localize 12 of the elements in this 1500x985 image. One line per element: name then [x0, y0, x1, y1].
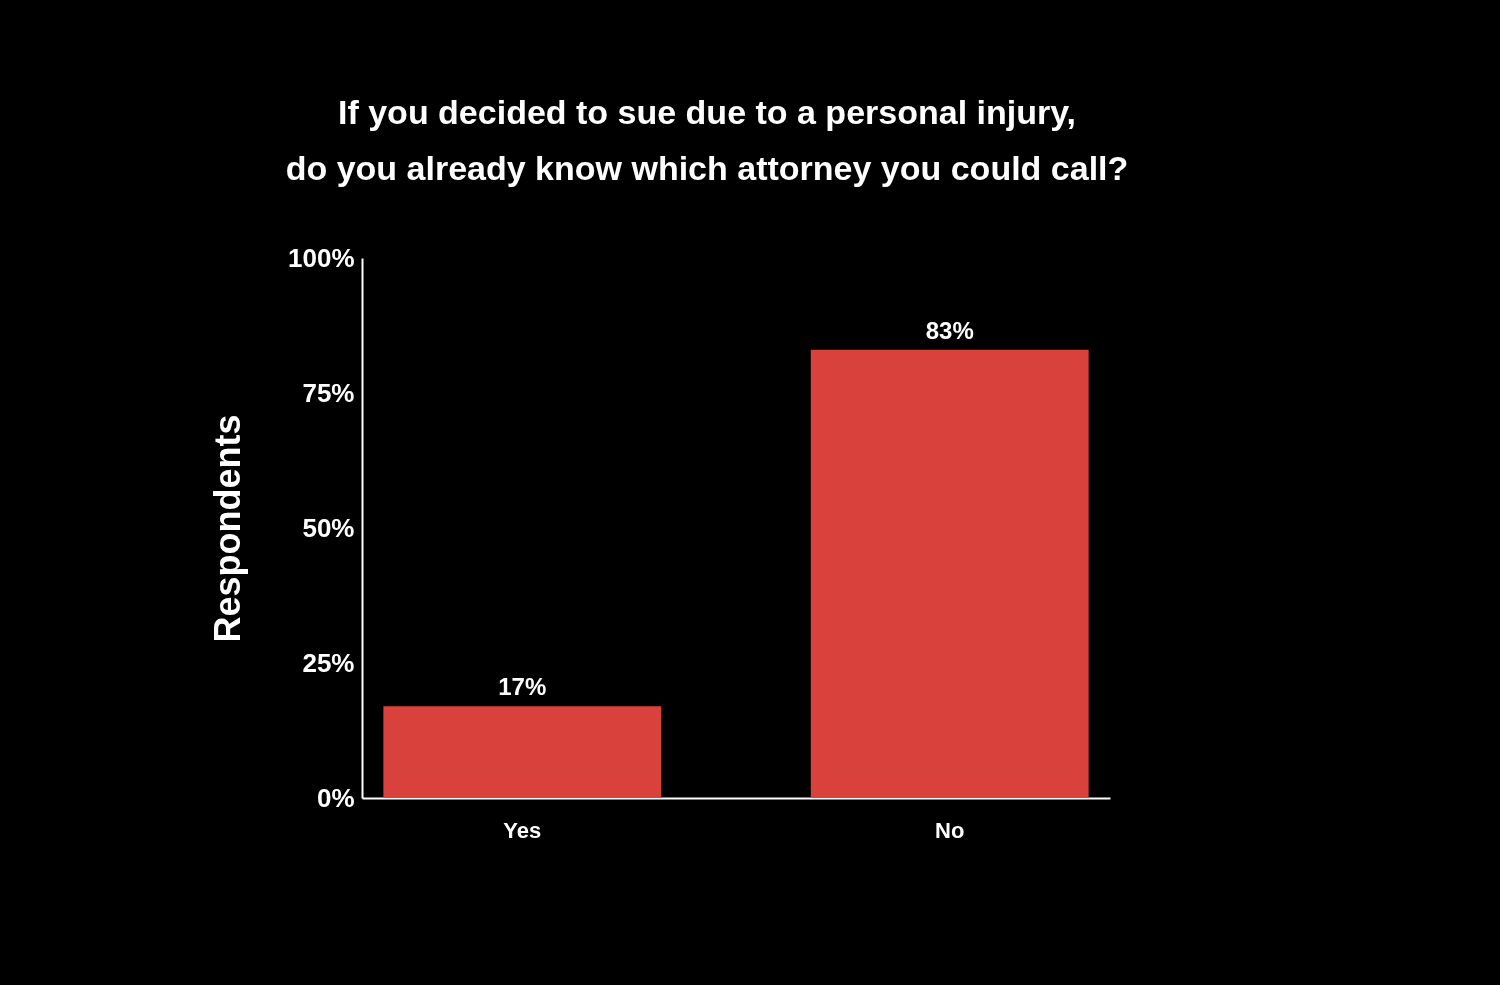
y-tick-label: 75% [302, 377, 355, 408]
y-tick-label: 25% [302, 647, 355, 678]
x-tick-label: Yes [503, 817, 542, 843]
data-label: 83% [925, 316, 974, 344]
text: do you already know which attorney you could call? [285, 149, 1129, 187]
text: If you decided to sue due to a personal injury, [337, 93, 1077, 131]
y-tick-label: 100% [288, 242, 355, 273]
y-axis-title: Respondents [207, 414, 248, 643]
y-tick-label: 0% [316, 782, 355, 813]
y-tick-label: 50% [302, 512, 355, 543]
x-tick-label: No [935, 817, 965, 843]
data-label: 17% [498, 673, 547, 701]
